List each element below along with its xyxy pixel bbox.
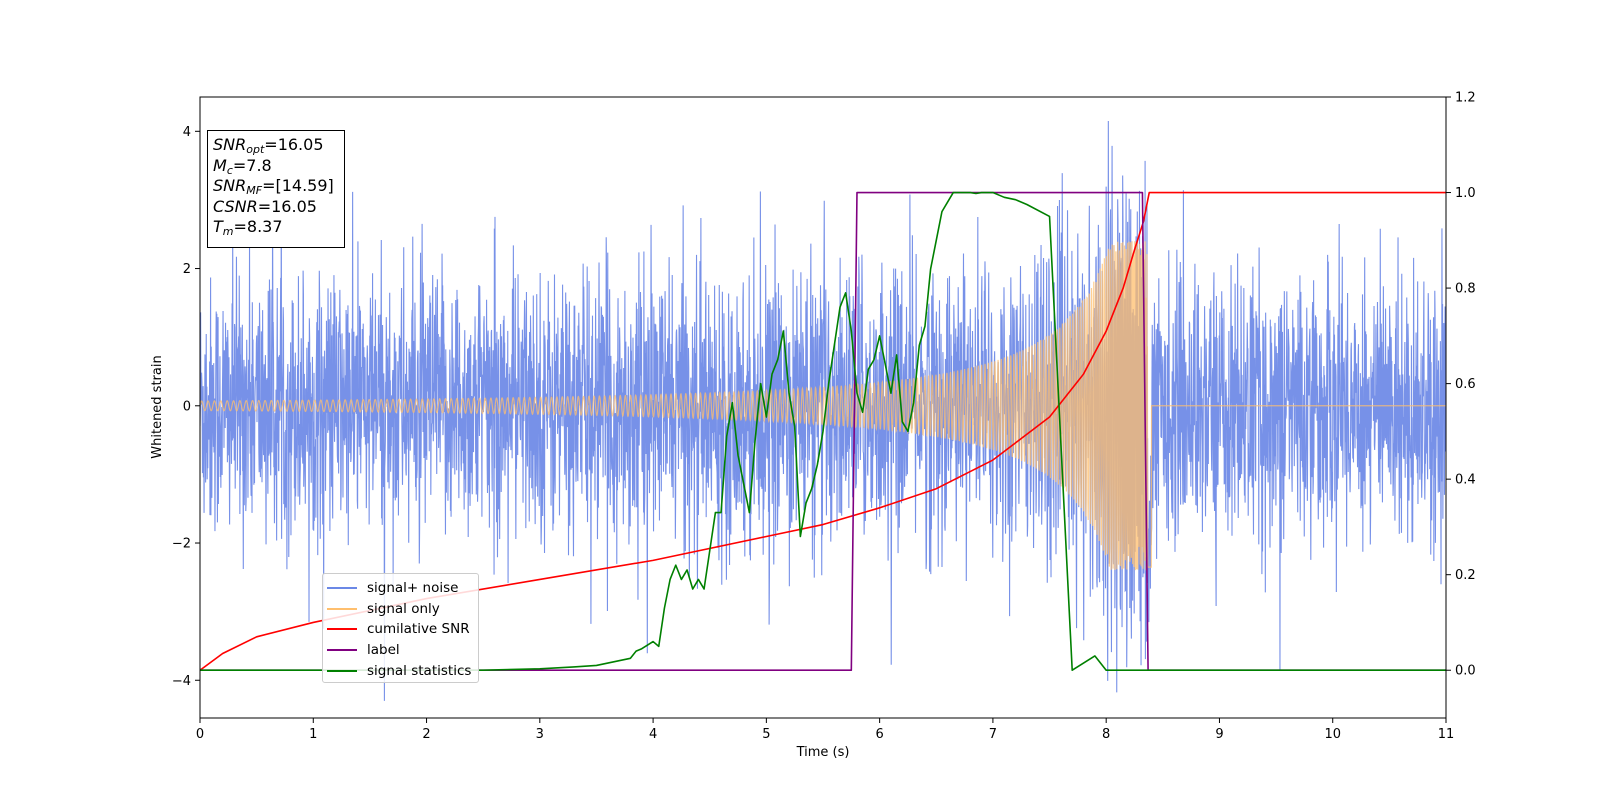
y-tick-label-right: 0.6 [1455,377,1476,392]
legend-label: signal+ noise [367,580,459,597]
x-tick-label: 7 [989,727,997,742]
x-tick-label: 9 [1215,727,1223,742]
legend-label: signal statistics [367,662,472,679]
x-tick-label: 2 [422,727,430,742]
legend-entry: signal statistics [327,660,478,681]
legend-label: cumilative SNR [367,621,470,638]
x-tick-label: 5 [762,727,770,742]
legend-entry: signal+ noise [327,578,478,599]
x-axis: 0 1 2 3 4 5 6 7 8 9 10 11 [196,718,1454,742]
y-axis-right: 1.2 1.0 0.8 0.6 0.4 0.2 0.0 [1446,91,1476,679]
annotation-box: SNRopt=16.05 Mc=7.8 SNRMF=[14.59] CSNR=1… [207,130,345,248]
chirp-mass-annotation: Mc=7.8 [213,155,272,177]
legend-swatch [327,669,357,672]
series-signal-statistics [200,191,1446,672]
x-tick-label: 1 [309,727,317,742]
plot-frame [199,96,1447,719]
y-tick-label-left: −2 [172,537,191,552]
y-tick-label-left: 2 [183,262,191,277]
x-tick-label: 0 [196,727,204,742]
x-tick-label: 10 [1324,727,1341,742]
csnr-annotation: CSNR=16.05 [213,196,317,216]
legend: signal+ noise signal only cumilative SNR la… [322,573,479,683]
y-axis-label: Whitened strain [150,355,165,458]
y-tick-label-right: 0.4 [1455,473,1476,488]
legend-label: label [367,642,400,659]
legend-swatch [327,587,357,590]
legend-label: signal only [367,600,440,617]
y-tick-label-right: 0.8 [1455,282,1476,297]
snr-mf-annotation: SNRMF=[14.59] [213,176,334,197]
legend-entry: cumilative SNR [327,619,478,640]
legend-swatch [327,649,357,652]
x-tick-label: 11 [1438,727,1455,742]
y-tick-label-left: −4 [172,674,191,689]
x-tick-label: 4 [649,727,657,742]
legend-entry: label [327,640,478,661]
y-tick-label-right: 1.0 [1455,186,1476,201]
legend-swatch [327,628,357,631]
y-tick-label-right: 0.0 [1455,664,1476,679]
y-tick-label-right: 1.2 [1455,91,1476,106]
y-tick-label-right: 0.2 [1455,568,1476,583]
legend-entry: signal only [327,599,478,620]
y-axis-left: 4 2 0 −2 −4 [172,125,200,689]
snr-opt-annotation: SNRopt=16.05 [213,135,324,156]
x-axis-label: Time (s) [796,745,850,760]
tm-annotation: Tm=8.37 [213,217,283,238]
legend-swatch [327,607,357,610]
y-tick-label-left: 4 [183,125,191,140]
series-signal-only [200,241,1446,571]
x-tick-label: 6 [875,727,883,742]
series-signal-noise [200,121,1446,701]
x-tick-label: 3 [536,727,544,742]
x-tick-label: 8 [1102,727,1110,742]
y-tick-label-left: 0 [183,399,191,414]
